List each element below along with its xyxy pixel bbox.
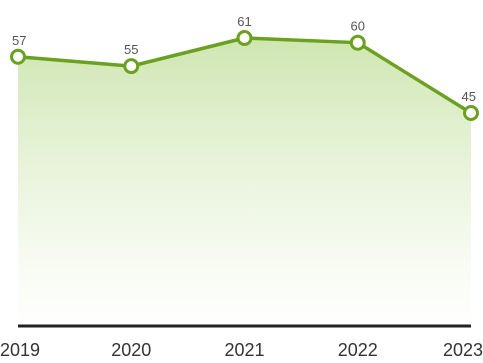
value-label-2019: 57 — [12, 33, 26, 48]
x-tick-label-2021: 2021 — [224, 340, 264, 360]
data-point-2020 — [123, 58, 140, 75]
x-tick-label-2023: 2023 — [443, 340, 483, 360]
data-point-2021 — [236, 30, 253, 46]
data-point-2019 — [10, 48, 26, 65]
value-label-2022: 60 — [351, 19, 365, 34]
value-label-2023: 45 — [462, 89, 476, 104]
x-tick-label-2022: 2022 — [338, 340, 378, 360]
x-tick-label-2020: 2020 — [111, 340, 151, 360]
data-point-2022 — [349, 34, 366, 51]
x-tick-label-2019: 2019 — [0, 340, 40, 360]
value-label-2020: 55 — [124, 42, 138, 57]
value-label-2021: 61 — [237, 14, 251, 29]
area-fill — [18, 38, 471, 326]
data-point-2023 — [463, 105, 479, 121]
